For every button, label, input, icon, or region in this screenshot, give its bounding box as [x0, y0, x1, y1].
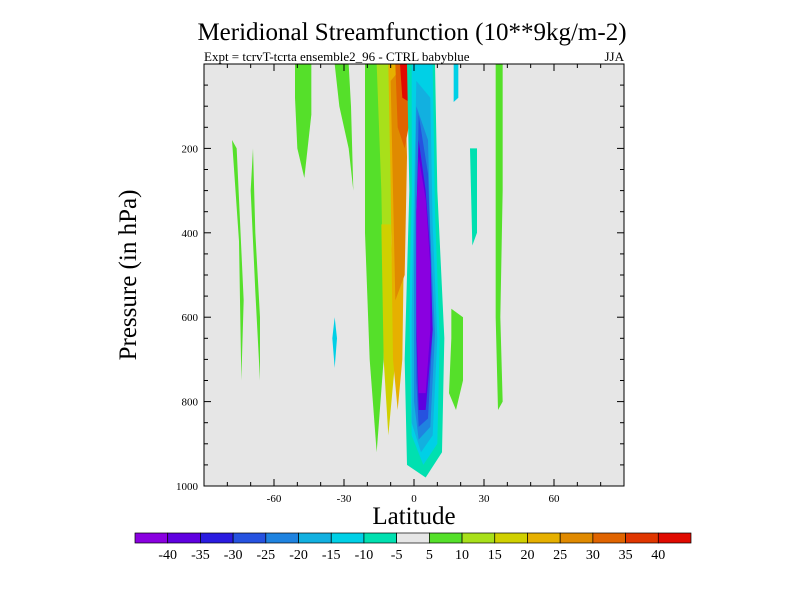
- colorbar-label: -35: [191, 548, 210, 563]
- colorbar-swatch: [461, 532, 496, 544]
- x-tick-label: 0: [411, 493, 417, 505]
- contour-region-2: [295, 64, 312, 178]
- colorbar-swatch: [298, 532, 332, 544]
- colorbar-label: 10: [455, 548, 469, 563]
- season-label: JJA: [604, 49, 624, 64]
- colorbar-swatch: [592, 532, 626, 544]
- y-tick-label: 800: [182, 397, 199, 409]
- colorbar-label: 25: [553, 548, 567, 563]
- colorbar-label: -40: [158, 548, 177, 563]
- colorbar-swatch: [396, 532, 430, 544]
- colorbar-swatch: [559, 532, 594, 544]
- colorbar-label: -15: [322, 548, 341, 563]
- colorbar-swatch: [265, 532, 299, 544]
- colorbar-swatch: [134, 532, 169, 544]
- colorbar-label: 40: [651, 548, 665, 563]
- y-axis: 200 400 600 800 1000: [176, 63, 624, 493]
- y-tick-label: 400: [182, 228, 199, 240]
- contour-region-10: [400, 64, 410, 102]
- colorbar-label: -30: [224, 548, 243, 563]
- colorbar-swatch: [625, 532, 659, 544]
- x-axis-label: Latitude: [372, 503, 455, 530]
- colorbar-swatch: [200, 532, 234, 544]
- colorbar-label: 35: [619, 548, 633, 563]
- contour-region-19: [453, 64, 459, 102]
- contour-region-18: [416, 156, 431, 394]
- colorbar-label: 30: [586, 548, 600, 563]
- colorbar-label: 20: [520, 548, 534, 563]
- chart-subtitle: Expt = tcrvT-tcrta ensemble2_96 - CTRL b…: [204, 49, 470, 64]
- colorbar-label: 5: [426, 548, 433, 563]
- colorbar-swatch: [527, 532, 561, 544]
- colorbar-label: -10: [355, 548, 374, 563]
- contour-fills: [232, 64, 503, 478]
- chart-title: Meridional Streamfunction (10**9kg/m-2): [197, 19, 626, 46]
- x-axis: -60 -30 0 30 60: [203, 64, 625, 505]
- colorbar-label: -20: [289, 548, 308, 563]
- colorbar-swatch: [167, 532, 201, 544]
- contour-region-20: [470, 148, 477, 246]
- colorbar-swatch: [494, 532, 528, 544]
- x-tick-label: 30: [479, 493, 491, 505]
- contour-region-11: [332, 317, 337, 368]
- colorbar-swatch: [330, 532, 365, 544]
- colorbar-label: -25: [256, 548, 275, 563]
- contour-region-1: [250, 148, 260, 381]
- contour-region-22: [495, 64, 503, 411]
- y-tick-label: 600: [182, 312, 199, 324]
- contour-region-21: [449, 308, 463, 411]
- contour-region-3: [334, 64, 354, 191]
- contour-region-6: [381, 224, 396, 436]
- colorbar-swatch: [363, 532, 397, 544]
- colorbar-swatch: [232, 532, 267, 544]
- x-tick-label: 60: [549, 493, 561, 505]
- y-axis-label: Pressure (in hPa): [115, 190, 142, 361]
- colorbar-swatch: [429, 532, 463, 544]
- x-tick-label: -60: [267, 493, 282, 505]
- colorbar: -40 -35 -30 -25 -20 -15 -10 -5 5 10 15 20 25 30 35 40: [134, 532, 692, 563]
- y-tick-label: 1000: [176, 481, 199, 493]
- y-tick-label: 200: [182, 143, 199, 155]
- x-tick-label: -30: [337, 493, 352, 505]
- colorbar-label: -5: [391, 548, 403, 563]
- colorbar-swatch: [657, 532, 692, 544]
- colorbar-label: 15: [488, 548, 502, 563]
- contour-region-0: [232, 139, 244, 381]
